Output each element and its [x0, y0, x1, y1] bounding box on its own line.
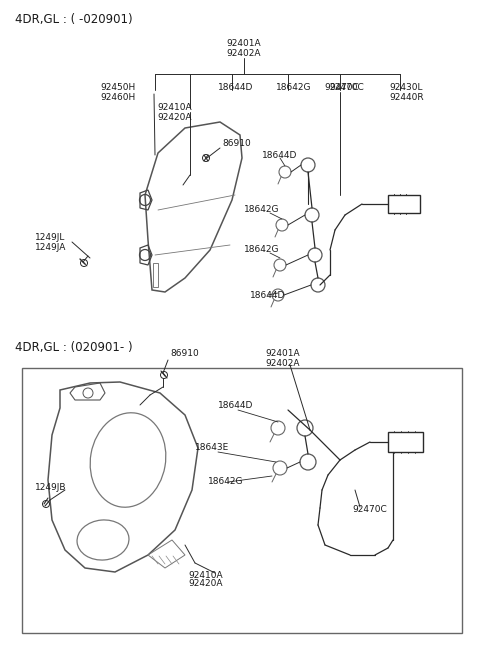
Text: 4DR,GL : ( -020901): 4DR,GL : ( -020901): [15, 14, 132, 26]
Text: 92470C: 92470C: [329, 83, 364, 92]
Text: 18644D: 18644D: [218, 83, 253, 92]
Text: 92430L: 92430L: [389, 83, 422, 92]
Text: 18642G: 18642G: [208, 477, 243, 487]
Text: 18644D: 18644D: [218, 400, 253, 409]
Text: 92470C: 92470C: [324, 83, 359, 92]
Text: 4DR,GL : (020901- ): 4DR,GL : (020901- ): [15, 341, 132, 354]
Text: 1249JA: 1249JA: [35, 244, 66, 252]
Text: 18644D: 18644D: [262, 151, 298, 160]
Text: 18642G: 18642G: [244, 206, 279, 214]
Bar: [388, 432, 423, 452]
Text: 92450H: 92450H: [100, 83, 135, 92]
Text: 92410A: 92410A: [157, 102, 192, 111]
Text: 18642G: 18642G: [276, 83, 312, 92]
Text: 92401A: 92401A: [227, 39, 261, 48]
Text: 92402A: 92402A: [227, 48, 261, 58]
Text: 92420A: 92420A: [157, 113, 192, 121]
Text: 18644D: 18644D: [250, 291, 286, 299]
Text: 92420A: 92420A: [188, 580, 223, 588]
Text: 92440R: 92440R: [389, 94, 424, 102]
Text: 1249JB: 1249JB: [35, 483, 67, 493]
Text: 86910: 86910: [170, 350, 199, 358]
Text: 92410A: 92410A: [188, 571, 223, 580]
Text: 92402A: 92402A: [265, 358, 300, 367]
Text: 92460H: 92460H: [100, 94, 135, 102]
Text: 86910: 86910: [222, 138, 251, 147]
Text: 18642G: 18642G: [244, 246, 279, 255]
Text: 92401A: 92401A: [265, 350, 300, 358]
Bar: [22, 368, 462, 633]
Text: 18643E: 18643E: [195, 443, 229, 453]
Bar: [388, 195, 420, 213]
Text: 1249JL: 1249JL: [35, 233, 65, 242]
Text: 92470C: 92470C: [352, 506, 387, 514]
